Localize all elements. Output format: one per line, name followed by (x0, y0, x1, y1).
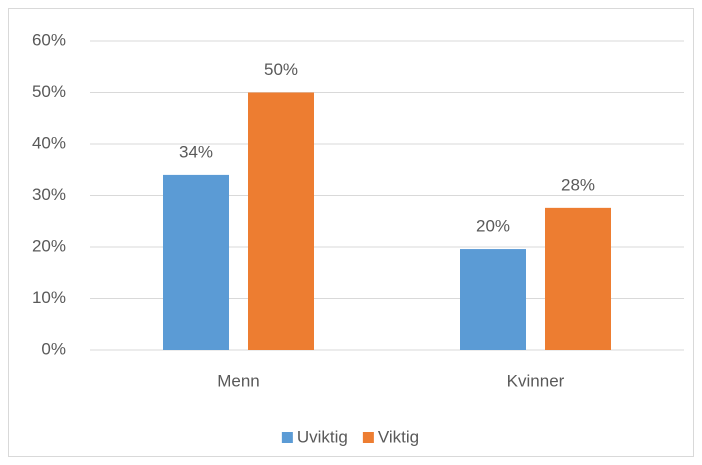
y-tick-label: 10% (32, 288, 66, 307)
legend-swatch (281, 432, 293, 443)
legend-label: Uviktig (297, 427, 348, 446)
y-tick-label: 0% (41, 339, 66, 358)
data-label: 28% (561, 175, 595, 194)
y-tick-label: 40% (32, 133, 66, 152)
legend-label: Viktig (378, 427, 419, 446)
y-tick-label: 20% (32, 236, 66, 255)
legend-swatch (362, 432, 374, 443)
data-label: 20% (476, 217, 510, 236)
data-label: 50% (264, 60, 298, 79)
y-tick-label: 30% (32, 185, 66, 204)
bar (248, 92, 314, 350)
bar (545, 207, 611, 350)
x-tick-label: Menn (217, 371, 260, 390)
x-tick-label: Kvinner (507, 371, 565, 390)
y-tick-label: 60% (32, 30, 66, 49)
data-label: 34% (179, 142, 213, 161)
y-tick-label: 50% (32, 82, 66, 101)
bar (163, 174, 229, 350)
bar (460, 249, 526, 350)
